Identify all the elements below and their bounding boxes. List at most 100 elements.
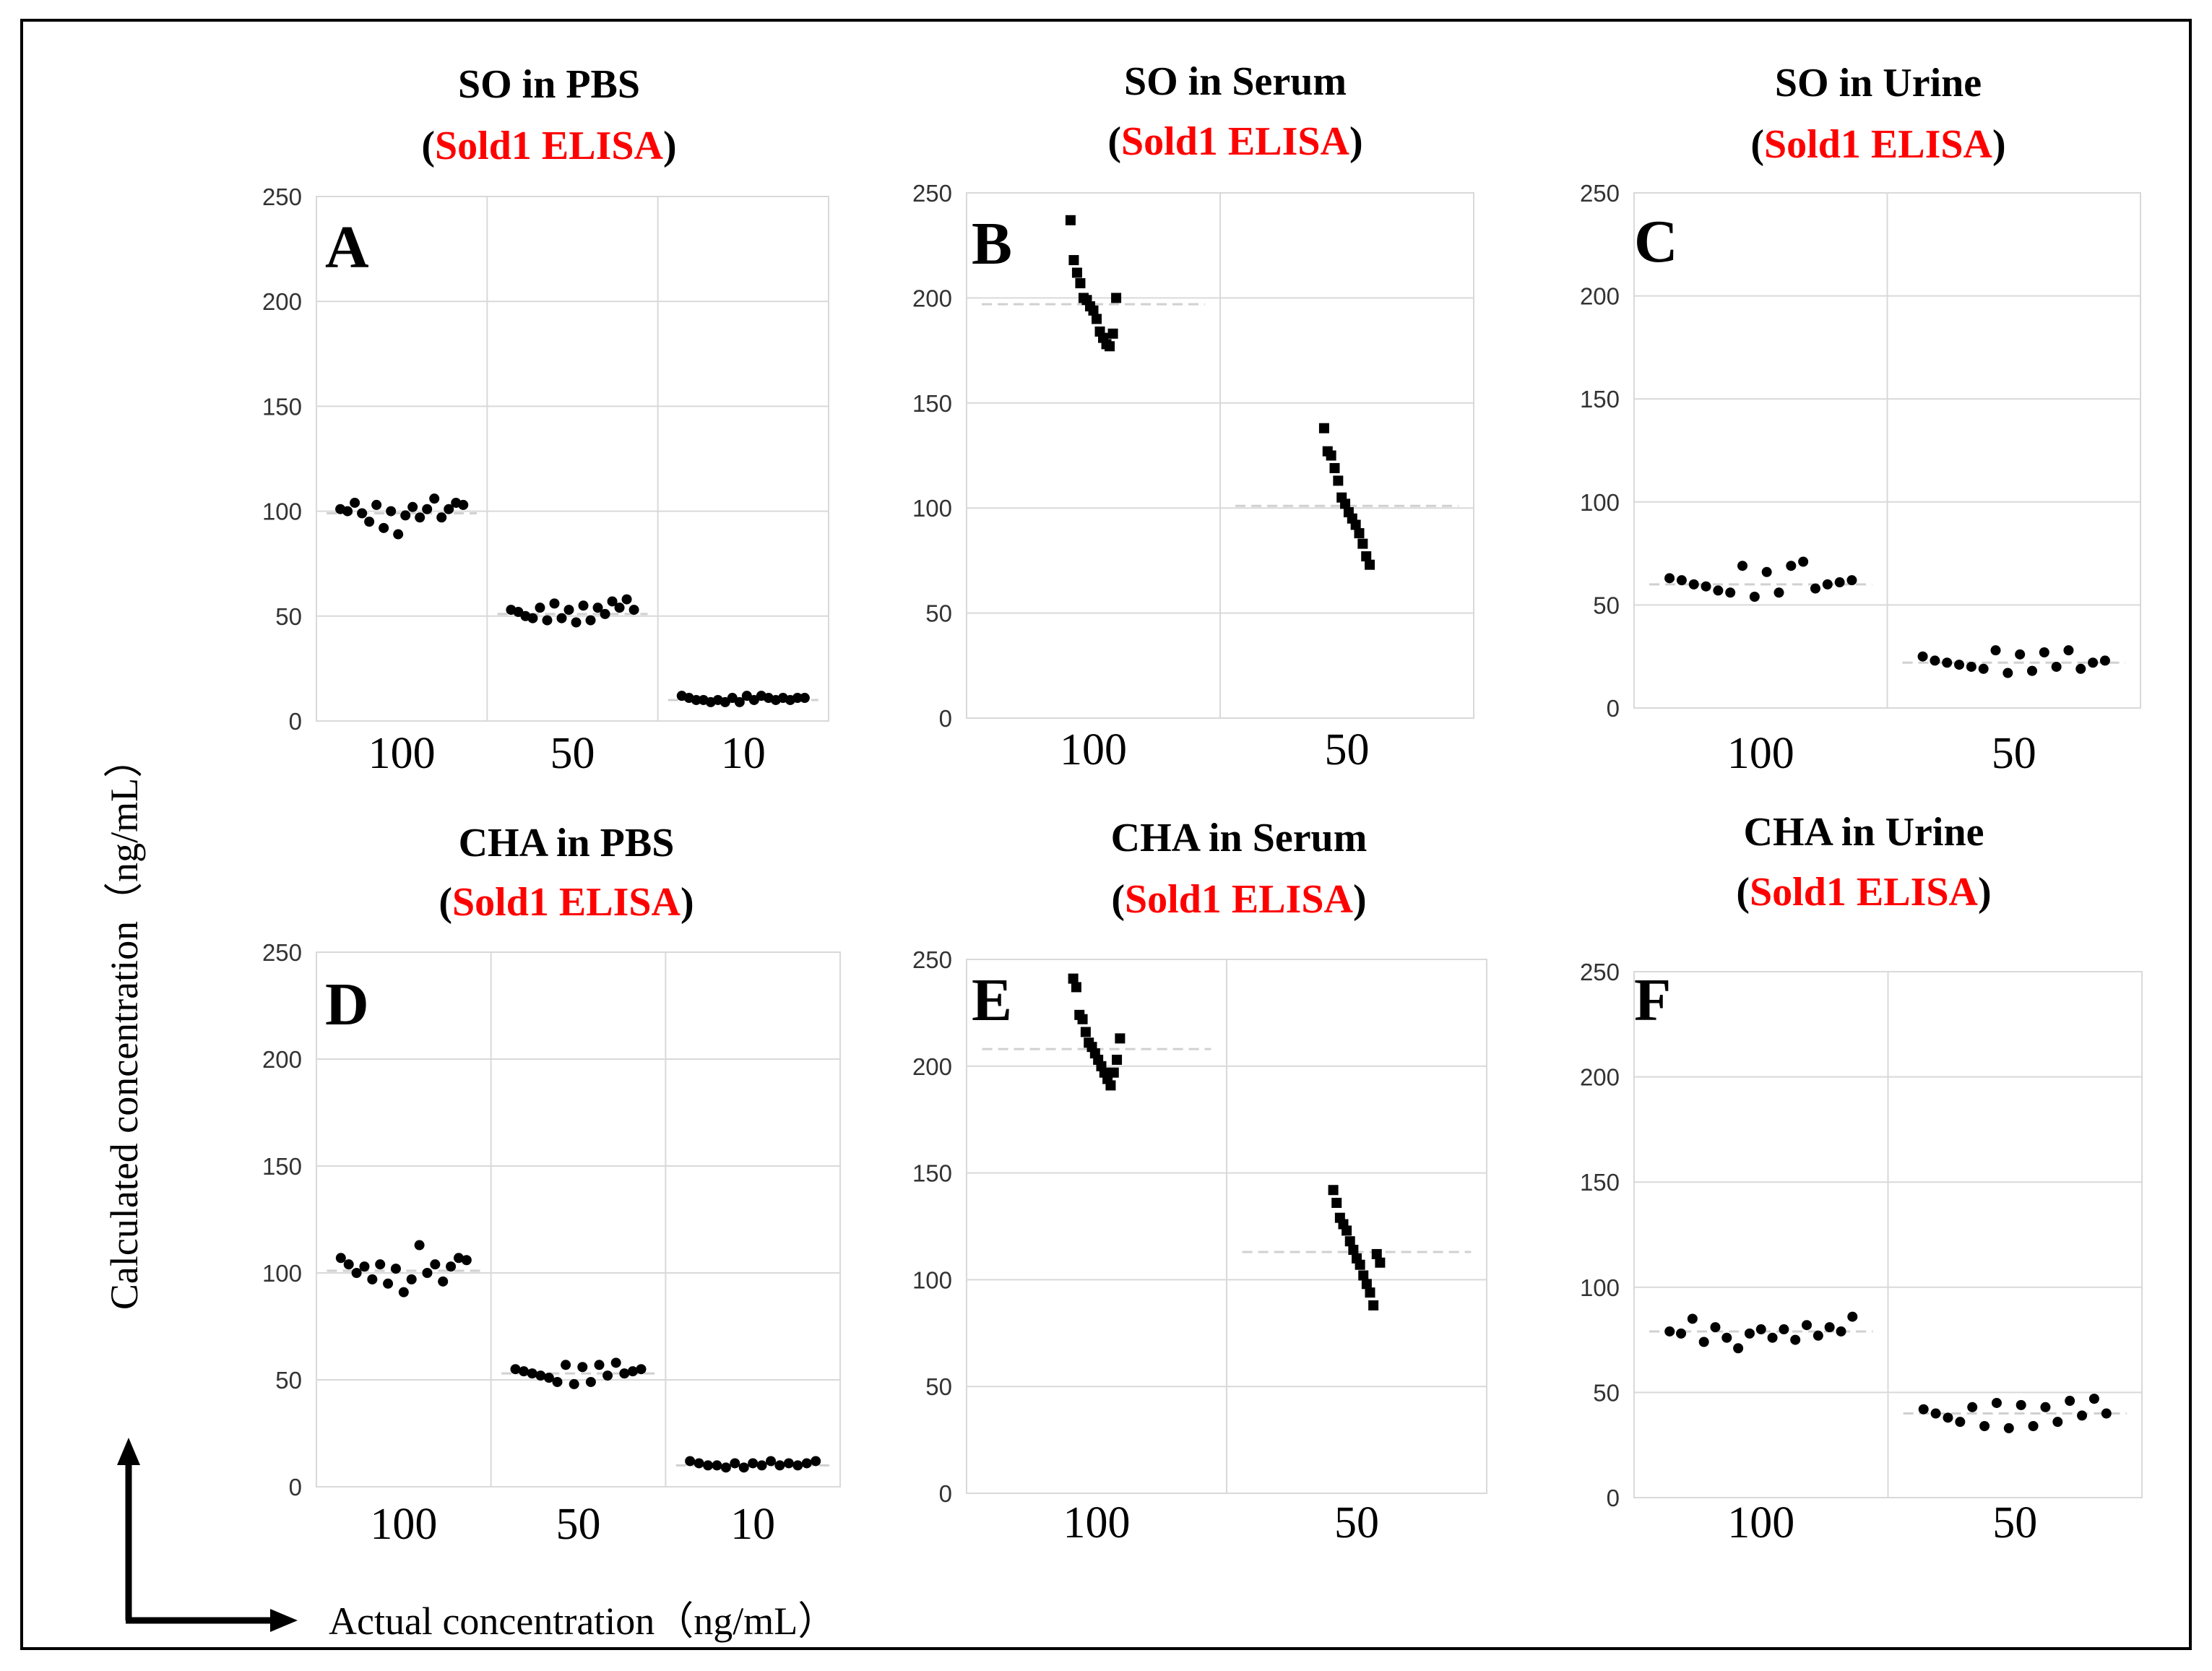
data-point [1688,579,1699,590]
data-point [1749,591,1760,602]
y-tick-label: 100 [1580,489,1620,516]
data-point [1328,1185,1339,1196]
data-point [766,1456,777,1467]
data-point [1371,1248,1382,1259]
subtitle-assay-name: Sold1 ELISA [435,124,663,168]
data-point [2099,655,2110,666]
data-point [691,694,701,705]
data-point [1810,583,1820,594]
data-point [607,596,618,607]
subtitle-paren-close: ) [1978,870,1992,915]
y-tick-label: 250 [1580,180,1620,207]
data-point [1664,573,1675,584]
panel-letter: F [1634,967,1671,1034]
data-point [429,493,440,504]
panel-letter: E [972,967,1012,1034]
data-point [1344,1236,1355,1247]
y-tick-label: 200 [262,288,302,315]
data-point [406,1274,417,1284]
data-point [379,522,389,533]
y-tick-label: 150 [262,393,302,420]
data-point [1942,657,1953,668]
category-label: 50 [556,1500,601,1549]
panel-title: CHA in Urine [1744,810,1984,855]
data-point [1331,1197,1342,1208]
plot-frame [316,951,841,1488]
data-point [792,693,803,704]
data-point [756,1460,767,1471]
data-point [2088,657,2099,668]
data-point [610,1357,621,1368]
panel-subtitle: (Sold1 ELISA) [1111,877,1366,922]
data-point [1108,1067,1119,1078]
data-point [799,693,810,704]
data-point [578,600,589,611]
data-point [2101,1408,2112,1419]
figure-frame [20,19,2192,1650]
data-point [738,1462,749,1473]
data-point [2065,1396,2075,1407]
category-label: 50 [1992,729,2036,778]
y-tick-label: 50 [1593,1379,1620,1406]
data-point [1755,1324,1766,1335]
data-point [1701,581,1711,592]
y-tick-label: 250 [1580,959,1620,985]
data-point [422,504,433,514]
data-point [1955,1417,1966,1428]
data-point [542,615,553,626]
x-arrow-head [270,1609,298,1632]
data-point [1991,1397,2002,1408]
data-point [1676,1328,1687,1339]
data-point [1068,973,1079,984]
subtitle-paren-open: ( [1736,870,1750,915]
data-point [444,504,454,514]
data-point [1813,1330,1823,1341]
y-tick-label: 250 [262,183,302,210]
data-point [2026,665,2037,676]
data-point [2016,1399,2026,1410]
panel-letter: B [972,210,1012,277]
data-point [1368,1300,1379,1311]
data-point [1918,1404,1929,1415]
data-point [592,603,603,613]
data-point [1917,651,1928,662]
data-point [703,1460,714,1471]
data-point [1105,1080,1116,1091]
data-point [1687,1313,1698,1324]
subtitle-paren-close: ) [681,880,694,925]
data-point [414,1240,425,1251]
panel-letter: D [325,971,369,1038]
subtitle-assay-name: Sold1 ELISA [1121,119,1349,164]
y-tick-label: 200 [912,1053,952,1080]
plot-frame [316,196,829,722]
category-label: 100 [1727,1498,1794,1547]
data-point [1710,1322,1721,1333]
data-point [569,1378,579,1389]
y-axis-label: Calculated concentration（ng/mL） [103,739,146,1310]
data-point [2051,661,2062,672]
y-tick-label: 50 [275,1367,302,1394]
y-tick-label: 200 [262,1046,302,1073]
y-tick-label: 50 [925,600,952,627]
data-point [1365,559,1375,570]
data-point [1329,462,1340,473]
y-tick-label: 100 [1580,1274,1620,1301]
subtitle-paren-close: ) [1992,122,2006,167]
data-point [351,1268,362,1278]
data-point [720,1462,731,1473]
data-point [685,1456,696,1467]
data-point [556,613,567,623]
subtitle-paren-open: ( [438,880,452,925]
data-point [1112,1054,1123,1065]
data-point [1978,663,1989,674]
y-tick-label: 150 [1580,386,1620,413]
data-point [527,1368,537,1379]
y-tick-label: 200 [1580,1064,1620,1091]
data-point [1698,1337,1709,1347]
y-tick-label: 0 [939,705,952,732]
data-point [1354,528,1365,539]
panel-title: CHA in Serum [1111,816,1368,860]
data-point [1786,561,1797,571]
data-point [519,1366,530,1377]
